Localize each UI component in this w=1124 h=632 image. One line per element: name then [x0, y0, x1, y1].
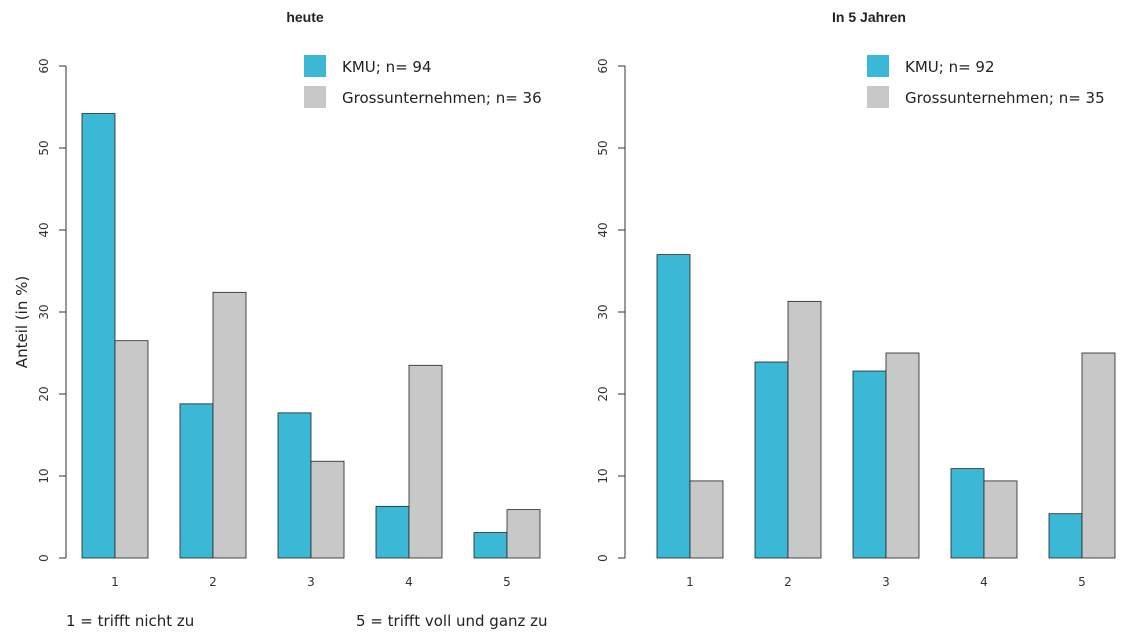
x-tick-label: 1 [111, 575, 119, 589]
legend-label: Grossunternehmen; n= 35 [905, 89, 1105, 107]
y-tick-label: 50 [37, 140, 51, 155]
x-tick-label: 4 [405, 575, 413, 589]
y-tick-label: 60 [37, 58, 51, 73]
y-tick-label: 50 [596, 140, 610, 155]
legend-swatch [304, 86, 326, 108]
x-tick-label: 1 [686, 575, 694, 589]
bar-grossunternehmen [114, 340, 149, 559]
bar-kmu [852, 370, 887, 559]
scale-low-note: 1 = trifft nicht zu [66, 612, 195, 630]
bar-kmu [277, 412, 312, 559]
legend-swatch [867, 86, 889, 108]
y-tick-label: 20 [37, 386, 51, 401]
x-tick-label: 3 [307, 575, 315, 589]
y-tick-label: 30 [37, 304, 51, 319]
legend-swatch [867, 55, 889, 77]
legend-label: Grossunternehmen; n= 36 [342, 89, 542, 107]
bar-grossunternehmen [408, 364, 443, 559]
bar-grossunternehmen [885, 352, 920, 559]
x-tick-label: 5 [1078, 575, 1086, 589]
legend-label: KMU; n= 94 [342, 58, 432, 76]
bar-kmu [473, 532, 508, 559]
bar-grossunternehmen [310, 460, 345, 559]
y-tick-label: 40 [37, 222, 51, 237]
scale-high-note: 5 = trifft voll und ganz zu [356, 612, 548, 630]
chart-title: heute [286, 9, 324, 25]
bar-kmu [375, 505, 410, 559]
bar-kmu [656, 254, 691, 559]
y-tick-label: 60 [596, 58, 610, 73]
bar-kmu [81, 113, 116, 559]
y-tick-label: 0 [596, 554, 610, 562]
y-axis-label: Anteil (in %) [13, 276, 31, 368]
bar-grossunternehmen [506, 509, 541, 559]
y-tick-label: 10 [37, 468, 51, 483]
legend-swatch [304, 55, 326, 77]
bar-kmu [950, 468, 985, 559]
y-tick-label: 0 [37, 554, 51, 562]
x-tick-label: 3 [882, 575, 890, 589]
y-tick-label: 30 [596, 304, 610, 319]
bar-kmu [1048, 513, 1083, 559]
y-tick-label: 40 [596, 222, 610, 237]
x-tick-label: 4 [980, 575, 988, 589]
bar-kmu [754, 361, 789, 559]
bar-grossunternehmen [787, 300, 822, 559]
bar-kmu [179, 403, 214, 559]
chart-title: In 5 Jahren [832, 9, 906, 25]
y-tick-label: 20 [596, 386, 610, 401]
bar-grossunternehmen [1081, 352, 1116, 559]
y-tick-label: 10 [596, 468, 610, 483]
x-tick-label: 2 [784, 575, 792, 589]
bar-grossunternehmen [212, 291, 247, 559]
bar-grossunternehmen [983, 480, 1018, 559]
legend-label: KMU; n= 92 [905, 58, 995, 76]
bar-grossunternehmen [689, 480, 724, 559]
x-tick-label: 5 [503, 575, 511, 589]
x-tick-label: 2 [209, 575, 217, 589]
